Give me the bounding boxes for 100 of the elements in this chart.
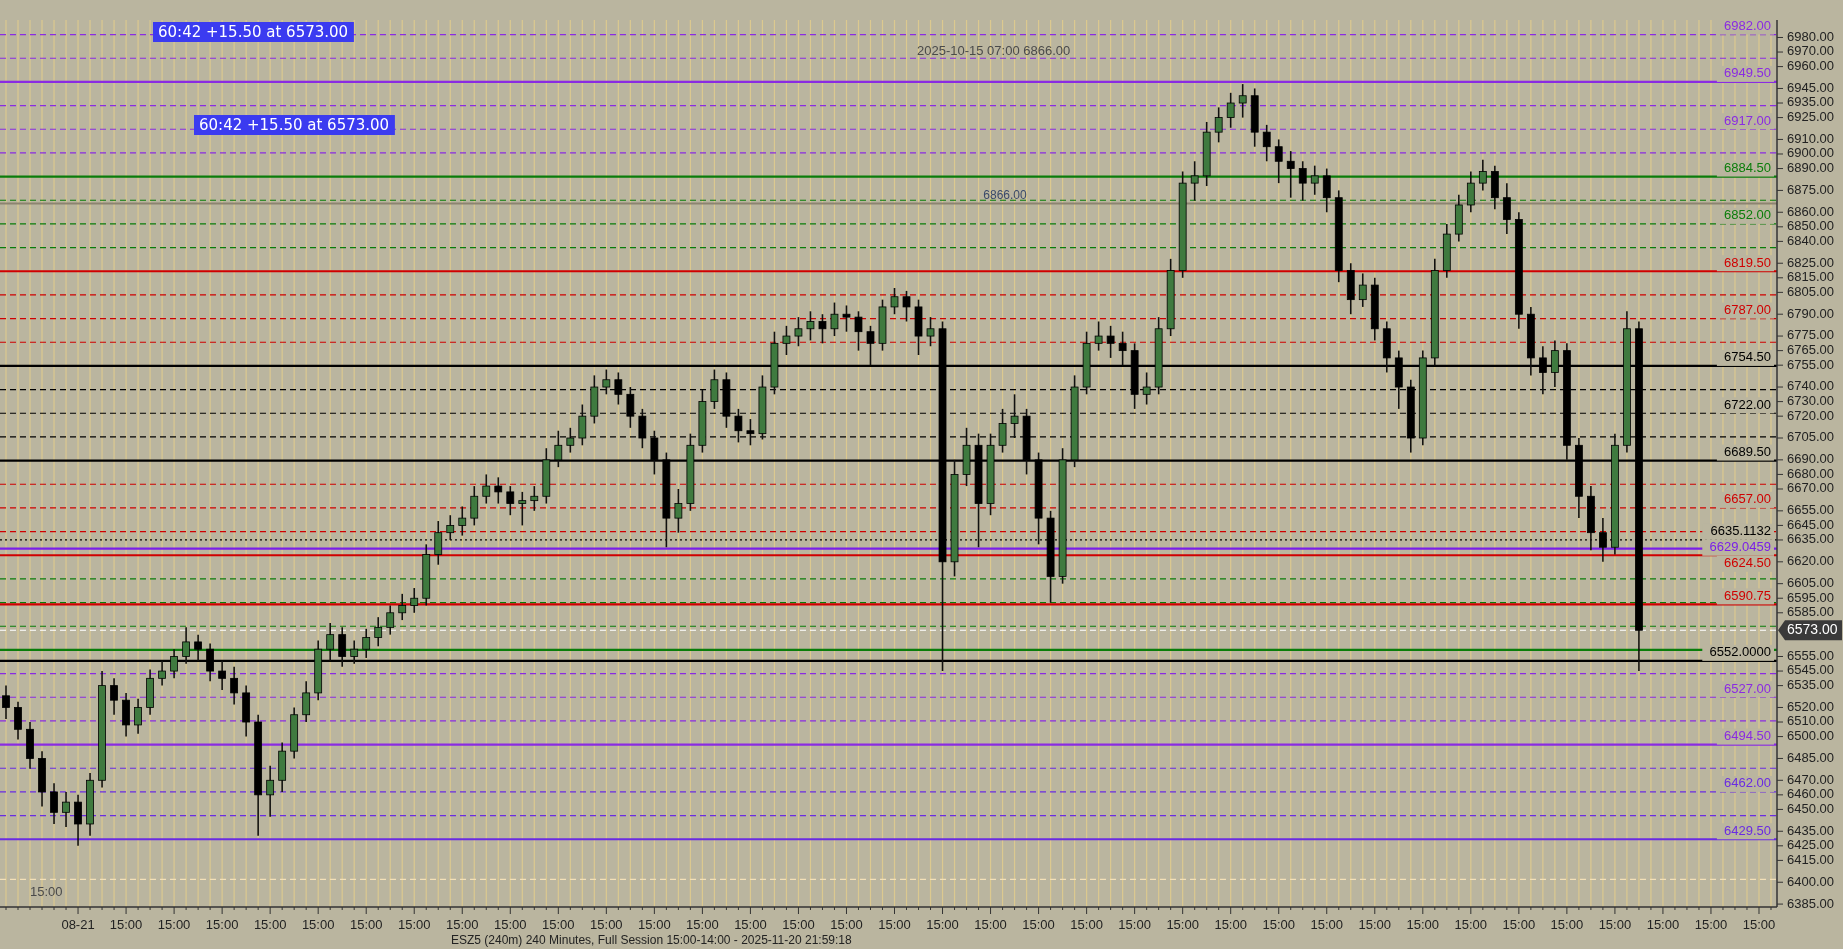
x-tick-label: 15:00 bbox=[1166, 917, 1199, 933]
x-tick-label: 15:00 bbox=[494, 917, 527, 933]
y-tick-label: 6460.00 bbox=[1787, 786, 1834, 802]
ref-line-label: 6552.0000 bbox=[1709, 644, 1771, 660]
y-tick-label: 6720.00 bbox=[1787, 407, 1834, 423]
ref-line-label: 6689.50 bbox=[1724, 444, 1771, 460]
ref-line-label: 6787.00 bbox=[1724, 302, 1771, 318]
ref-line-label: 6722.00 bbox=[1724, 396, 1771, 412]
y-tick-label: 6850.00 bbox=[1787, 218, 1834, 234]
candlestick bbox=[830, 301, 839, 337]
candlestick bbox=[110, 677, 118, 716]
candlestick bbox=[374, 616, 383, 648]
x-tick-label: 15:00 bbox=[1502, 917, 1536, 933]
x-tick-label: 15:00 bbox=[1118, 917, 1151, 933]
candlestick bbox=[398, 593, 407, 621]
x-tick-label: 15:00 bbox=[1694, 917, 1728, 933]
y-tick-label: 6415.00 bbox=[1787, 851, 1834, 867]
ref-line-label: 6462.00 bbox=[1724, 775, 1771, 791]
ref-line-label: 6949.50 bbox=[1724, 65, 1771, 81]
candlestick bbox=[1238, 83, 1247, 119]
y-tick-label: 6970.00 bbox=[1787, 43, 1834, 59]
x-tick-label: 15:00 bbox=[1454, 917, 1488, 933]
y-tick-label: 6890.00 bbox=[1787, 160, 1834, 175]
x-tick-label: 15:00 bbox=[157, 917, 191, 933]
candlestick bbox=[794, 316, 803, 348]
y-tick-label: 6980.00 bbox=[1787, 28, 1834, 44]
ref-line-label: 6852.00 bbox=[1724, 207, 1771, 223]
y-tick-label: 6645.00 bbox=[1787, 516, 1834, 532]
text: ESZ5 (240m) 240 Minutes, Full Session 15:00-14:00 - 2025-11-20 21:59:18 bbox=[451, 933, 853, 948]
ref-line-label: 6429.50 bbox=[1724, 822, 1771, 838]
candlestick bbox=[1599, 517, 1607, 563]
candlestick bbox=[1262, 124, 1271, 163]
candlestick bbox=[890, 287, 899, 316]
x-tick-label: 15:00 bbox=[1262, 917, 1295, 933]
y-tick-label: 6385.00 bbox=[1787, 895, 1834, 911]
candlestick bbox=[1094, 320, 1103, 352]
candlestick bbox=[854, 310, 863, 352]
ref-line-label: 6629.0459 bbox=[1709, 539, 1771, 555]
candlestick bbox=[518, 491, 527, 527]
x-tick-label: 15:00 bbox=[1550, 917, 1584, 933]
x-tick-label: 15:00 bbox=[109, 917, 143, 933]
annotation: 15:00 bbox=[30, 884, 63, 900]
y-tick-label: 6840.00 bbox=[1787, 232, 1834, 248]
y-tick-label: 6875.00 bbox=[1787, 181, 1834, 197]
y-tick-label: 6945.00 bbox=[1787, 79, 1834, 95]
x-tick-label: 15:00 bbox=[301, 917, 335, 933]
y-tick-label: 6605.00 bbox=[1787, 575, 1834, 591]
candlestick bbox=[2, 684, 10, 720]
candlestick bbox=[494, 476, 503, 505]
candlestick bbox=[1478, 159, 1487, 192]
candlestick bbox=[1310, 164, 1319, 196]
y-tick-label: 6450.00 bbox=[1787, 800, 1834, 816]
ref-line-label: 6982.00 bbox=[1724, 18, 1771, 33]
ref-line-label: 6590.75 bbox=[1724, 587, 1771, 603]
candlestick bbox=[506, 485, 515, 517]
ref-line-label: 6527.00 bbox=[1724, 680, 1771, 696]
candlestick bbox=[266, 764, 275, 818]
y-tick-label: 6655.00 bbox=[1787, 502, 1834, 518]
x-tick-label: 15:00 bbox=[686, 917, 719, 933]
candlestick bbox=[50, 782, 58, 825]
candlestick bbox=[62, 791, 70, 828]
y-tick-label: 6730.00 bbox=[1787, 393, 1834, 409]
y-tick-label: 6805.00 bbox=[1787, 283, 1834, 299]
y-tick-label: 6690.00 bbox=[1787, 451, 1834, 467]
y-tick-label: 6670.00 bbox=[1787, 480, 1834, 496]
x-tick-label: 15:00 bbox=[397, 917, 431, 933]
x-tick-label: 15:00 bbox=[878, 917, 911, 933]
candlestick bbox=[926, 316, 935, 348]
candlestick bbox=[458, 505, 467, 537]
candlestick bbox=[1226, 92, 1235, 129]
x-tick-label: 15:00 bbox=[1022, 917, 1055, 933]
ref-line-label: 6917.00 bbox=[1724, 112, 1771, 128]
y-tick-label: 6535.00 bbox=[1787, 677, 1834, 693]
candlestick bbox=[74, 794, 82, 847]
candlestick bbox=[434, 520, 443, 566]
y-tick-label: 6755.00 bbox=[1787, 356, 1834, 372]
x-tick-label: 15:00 bbox=[638, 917, 671, 933]
y-tick-label: 6910.00 bbox=[1787, 130, 1834, 146]
candlestick bbox=[470, 485, 479, 527]
y-tick-label: 6935.00 bbox=[1787, 94, 1834, 110]
x-tick-label: 15:00 bbox=[1598, 917, 1632, 933]
y-tick-label: 6573.00 bbox=[1787, 620, 1838, 637]
y-tick-label: 6620.00 bbox=[1787, 553, 1834, 569]
y-tick-label: 6900.00 bbox=[1787, 145, 1834, 161]
y-tick-label: 6595.00 bbox=[1787, 589, 1834, 605]
candlestick bbox=[806, 310, 815, 342]
ref-line-label: 6635.1132 bbox=[1710, 523, 1771, 539]
candlestick bbox=[134, 697, 142, 735]
x-tick-label: 15:00 bbox=[974, 917, 1007, 933]
ref-line-label: 6884.50 bbox=[1724, 160, 1771, 176]
x-tick-label: 15:00 bbox=[1406, 917, 1440, 933]
x-tick-label: 15:00 bbox=[1310, 917, 1344, 933]
y-tick-label: 6500.00 bbox=[1787, 728, 1834, 744]
y-tick-label: 6520.00 bbox=[1787, 698, 1834, 714]
candlestick bbox=[230, 665, 239, 706]
candlestick bbox=[530, 485, 539, 512]
x-tick-label: 15:00 bbox=[926, 917, 959, 933]
candlestick bbox=[1502, 182, 1511, 235]
x-tick-label: 15:00 bbox=[590, 917, 623, 933]
y-tick-label: 6400.00 bbox=[1787, 873, 1834, 889]
